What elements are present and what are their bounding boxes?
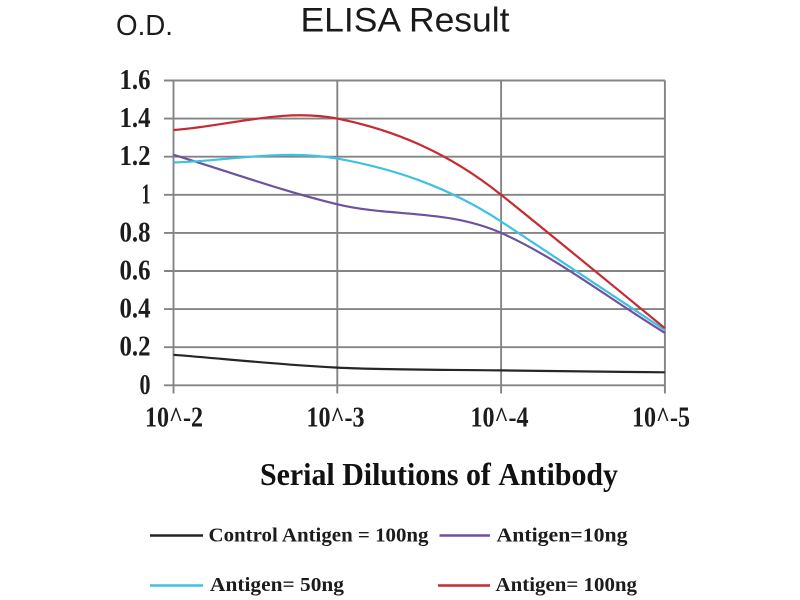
svg-text:ELISA Result: ELISA Result [301, 2, 511, 40]
svg-text:Control Antigen = 100ng: Control Antigen = 100ng [209, 525, 429, 547]
svg-text:O.D.: O.D. [116, 10, 173, 42]
svg-text:0.6: 0.6 [120, 256, 151, 287]
svg-text:0.4: 0.4 [120, 294, 151, 325]
svg-text:0.8: 0.8 [120, 217, 151, 248]
svg-text:Serial Dilutions of Antibody: Serial Dilutions of Antibody [260, 456, 618, 492]
svg-text:10^-2: 10^-2 [145, 403, 203, 434]
svg-text:0.2: 0.2 [120, 332, 151, 363]
svg-text:Antigen= 50ng: Antigen= 50ng [210, 574, 344, 596]
svg-text:1.6: 1.6 [120, 65, 151, 96]
svg-text:1.2: 1.2 [120, 141, 151, 172]
svg-text:10^-5: 10^-5 [632, 403, 690, 434]
svg-text:1: 1 [142, 179, 151, 210]
svg-text:0: 0 [140, 370, 151, 401]
svg-text:1.4: 1.4 [120, 103, 151, 134]
svg-text:10^-3: 10^-3 [307, 403, 365, 434]
svg-text:10^-4: 10^-4 [471, 403, 529, 434]
svg-text:Antigen=10ng: Antigen=10ng [497, 525, 628, 547]
svg-text:Antigen= 100ng: Antigen= 100ng [496, 574, 638, 596]
